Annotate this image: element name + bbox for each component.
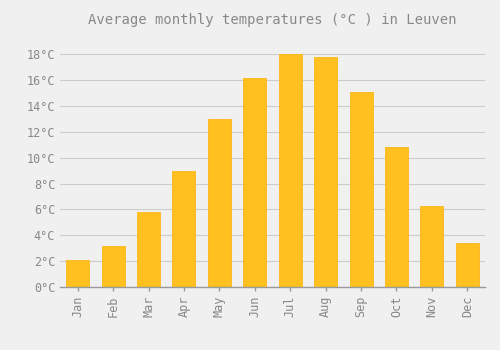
Bar [244,78,266,287]
Bar [420,205,444,287]
Bar [102,246,124,287]
Bar [172,171,196,287]
Bar [208,119,231,287]
Bar [278,54,301,287]
Bar [385,147,408,287]
Bar [66,260,89,287]
Title: Average monthly temperatures (°C ) in Leuven: Average monthly temperatures (°C ) in Le… [88,13,457,27]
Bar [350,92,372,287]
Bar [456,243,479,287]
Bar [137,212,160,287]
Bar [314,57,337,287]
